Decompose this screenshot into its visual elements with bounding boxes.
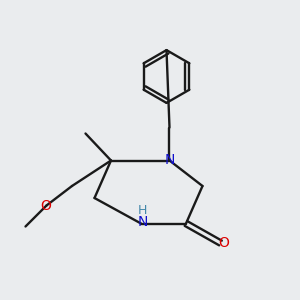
Text: N: N <box>137 215 148 229</box>
Text: O: O <box>219 236 230 250</box>
Text: N: N <box>164 154 175 167</box>
Text: H: H <box>138 204 147 218</box>
Text: O: O <box>40 199 51 212</box>
